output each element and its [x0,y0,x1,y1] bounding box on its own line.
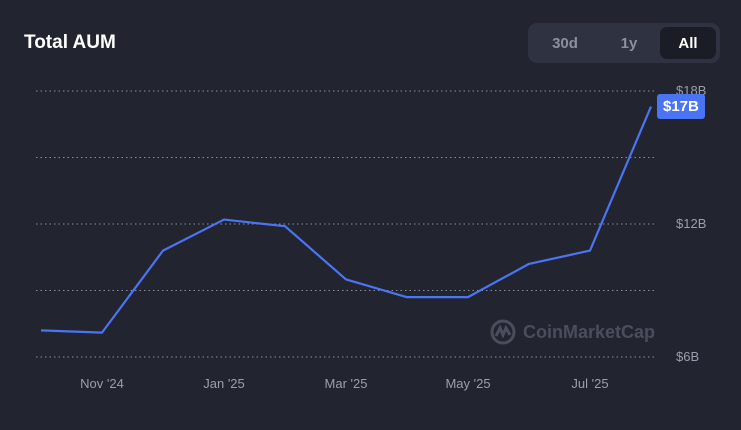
aum-series-line [40,106,653,334]
x-tick-label: May '25 [445,376,491,391]
current-value-badge: $17B [657,94,705,119]
y-tick-label: $6B [676,349,700,364]
x-tick-label: Nov '24 [80,376,124,391]
tab-30d[interactable]: 30d [532,27,598,59]
x-tick-label: Jul '25 [571,376,609,391]
coinmarketcap-logo-icon [490,319,516,345]
x-tick-label: Jan '25 [203,376,245,391]
y-tick-label: $12B [676,216,707,231]
range-selector: 30d 1y All [528,23,720,63]
tab-all[interactable]: All [660,27,716,59]
coinmarketcap-watermark: CoinMarketCap [489,318,655,346]
tab-1y[interactable]: 1y [598,27,660,59]
chart-title: Total AUM [24,32,116,53]
x-tick-label: Mar '25 [324,376,368,391]
watermark-text: CoinMarketCap [523,321,656,342]
